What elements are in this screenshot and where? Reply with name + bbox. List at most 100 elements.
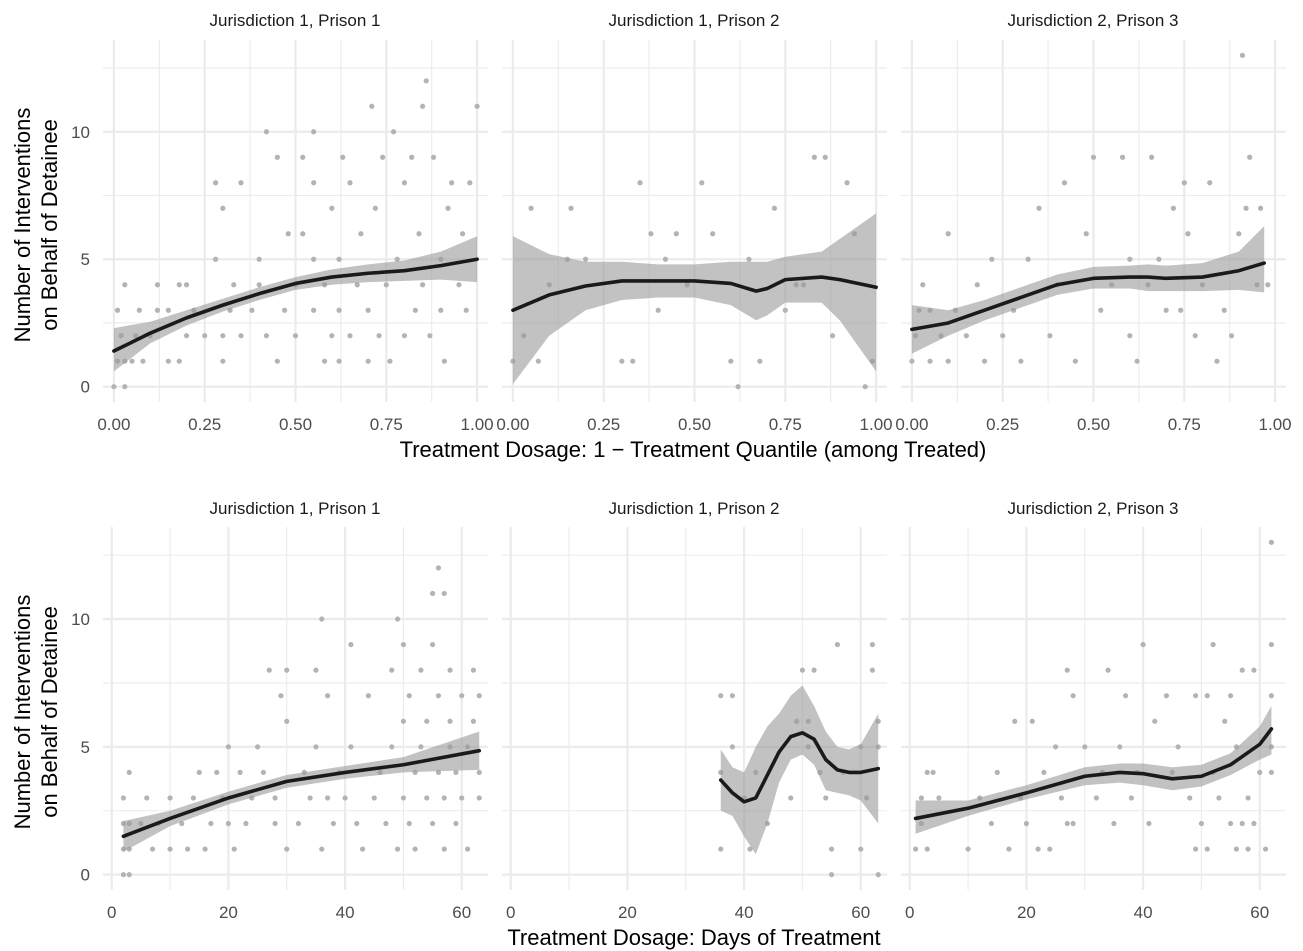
data-point (400, 718, 407, 724)
data-point (1149, 154, 1155, 160)
data-point (220, 205, 226, 211)
data-point (1012, 718, 1018, 724)
data-point (401, 333, 408, 339)
data-point (1041, 769, 1047, 776)
data-point (1029, 718, 1035, 724)
x-tick-label: 0 (506, 903, 515, 922)
data-point (313, 744, 319, 750)
data-point (1018, 358, 1024, 364)
data-point (429, 820, 436, 827)
data-point (467, 180, 473, 186)
data-point (319, 616, 325, 622)
data-point (336, 307, 342, 313)
data-point (965, 846, 971, 852)
data-point (412, 846, 418, 852)
data-point (1119, 154, 1126, 160)
data-point (729, 693, 736, 699)
data-point (348, 744, 354, 750)
data-point (383, 282, 389, 288)
data-point (1072, 358, 1078, 364)
data-point (453, 820, 459, 827)
data-point (449, 180, 455, 186)
x-tick-label: 60 (452, 903, 471, 922)
data-point (412, 307, 418, 313)
data-point (1262, 846, 1269, 852)
data-point (630, 358, 636, 364)
data-point (1122, 693, 1129, 699)
data-point (822, 154, 828, 160)
data-point (359, 846, 366, 852)
data-point (729, 744, 736, 750)
smooth-trend-line (910, 261, 1267, 332)
data-point (1243, 205, 1249, 211)
x-axis-title-r2: Treatment Dosage: Days of Treatment (507, 925, 880, 950)
data-point (184, 846, 191, 852)
smooth-trend-line (718, 730, 881, 804)
data-point (1127, 333, 1133, 339)
data-point (782, 307, 788, 313)
data-point (369, 103, 375, 109)
data-point (126, 872, 132, 878)
data-point (936, 795, 942, 801)
data-point (111, 384, 117, 390)
data-point (945, 358, 951, 364)
data-point (735, 384, 741, 390)
data-point (799, 667, 806, 673)
data-point (149, 846, 156, 852)
data-point (324, 693, 331, 699)
data-point (875, 872, 881, 878)
data-point (1239, 667, 1245, 673)
panel-r1-p2: 0.00 0.25 0.50 0.75 1.00 (496, 40, 893, 434)
x-tick-label: 40 (735, 903, 754, 922)
data-point (862, 384, 868, 390)
data-point (710, 231, 716, 237)
data-point (1210, 641, 1216, 648)
data-point (420, 103, 426, 109)
data-point (120, 795, 127, 801)
data-point (476, 693, 482, 699)
data-point (371, 795, 377, 801)
data-point (1198, 820, 1205, 827)
data-point (266, 667, 272, 673)
data-point (858, 846, 864, 852)
data-point (284, 667, 290, 673)
facet-label-r1-p3: Jurisdiction 2, Prison 3 (1007, 11, 1178, 30)
data-point (699, 180, 705, 186)
data-point (788, 795, 794, 801)
data-point (924, 846, 930, 852)
data-point (212, 256, 219, 262)
data-point (655, 307, 661, 313)
data-point (183, 333, 190, 339)
x-tick-label: 0.25 (587, 415, 620, 434)
data-point (1187, 795, 1193, 801)
data-point (208, 820, 214, 827)
data-point (771, 205, 778, 211)
data-point (354, 820, 360, 827)
data-point (321, 358, 328, 364)
data-point (918, 795, 925, 801)
data-point (225, 820, 232, 827)
y-tick-label: 5 (81, 250, 90, 269)
data-point (336, 256, 342, 262)
data-point (272, 820, 278, 827)
quantile-row: 0.00 0.25 0.50 0.75 1.00 0 5 10 0.00 0.25 0.50 0.75… (10, 11, 1292, 462)
x-tick-label: 0.00 (496, 415, 529, 434)
data-point (1000, 333, 1006, 339)
data-point (1152, 718, 1158, 724)
data-point (220, 333, 226, 339)
data-point (292, 333, 299, 339)
data-point (1204, 846, 1210, 852)
data-point (459, 231, 466, 237)
data-point (313, 667, 319, 673)
data-point (1025, 256, 1031, 262)
data-point (476, 769, 482, 776)
data-point (1257, 205, 1264, 211)
y-axis-title-r2-line1: Number of Interventions (10, 595, 35, 830)
data-point (568, 205, 574, 211)
data-point (190, 795, 197, 801)
data-point (365, 358, 371, 364)
panel-r1-p1: 0.00 0.25 0.50 0.75 1.00 0 5 10 (71, 40, 494, 434)
data-point (963, 333, 969, 339)
data-point (1140, 641, 1146, 648)
data-point (1257, 769, 1263, 776)
